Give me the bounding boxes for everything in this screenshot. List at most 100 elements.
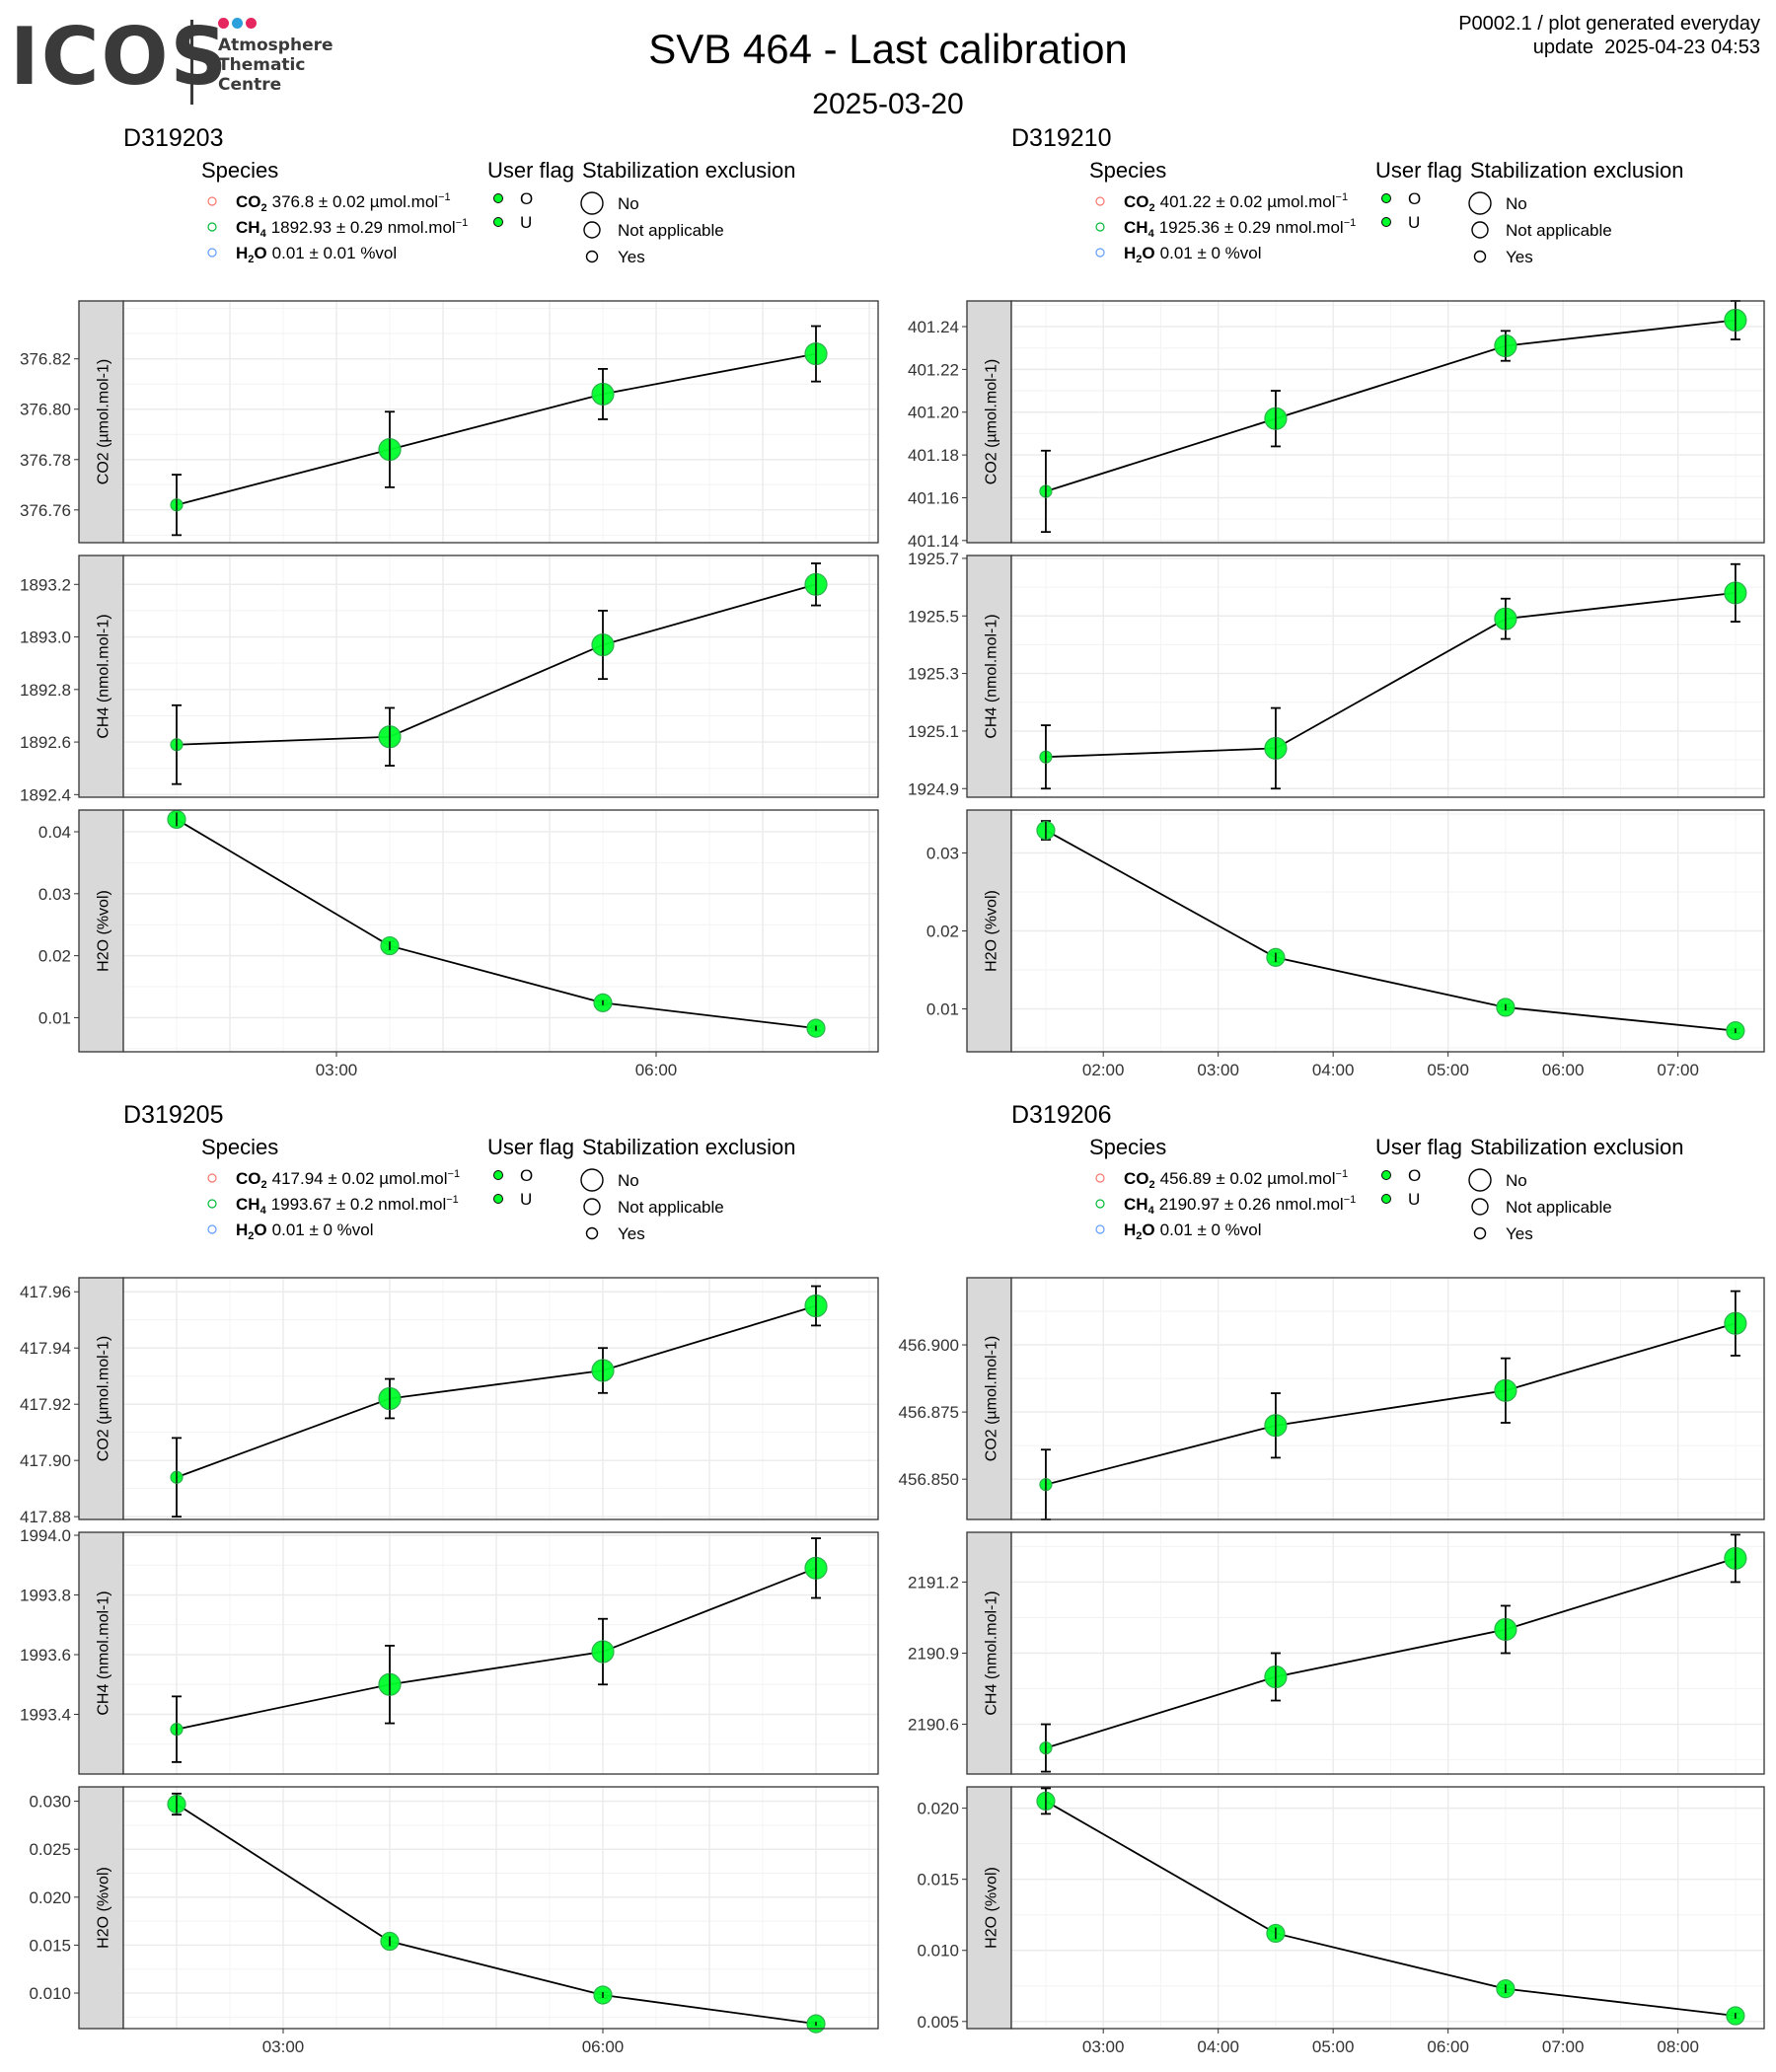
series-line	[176, 1567, 817, 1731]
legend-value: 456.89 ± 0.02 µmol.mol	[1160, 1169, 1336, 1188]
legend-species: H	[1124, 244, 1136, 262]
x-tick-label: 03:00	[316, 1061, 358, 1079]
legend-stabilization-label: No	[618, 194, 639, 213]
plot-background	[123, 555, 878, 797]
y-tick-label: 2191.2	[908, 1573, 959, 1591]
legend-key-co2-icon	[1095, 196, 1105, 206]
panel-frame	[122, 809, 879, 1053]
legend-user-flag-label: U	[1408, 213, 1420, 232]
y-axis-label: H2O (%vol)	[96, 890, 112, 972]
x-tick-label: 08:00	[1657, 2037, 1699, 2056]
series-line	[1045, 1557, 1737, 1749]
legend-item-ch4: CH4 2190.97 ± 0.26 nmol.mol−1	[1124, 1194, 1356, 1217]
legend-stabilization-label: Not applicable	[1506, 221, 1612, 240]
x-tick-label: 03:00	[262, 2037, 305, 2056]
x-tick-label: 07:00	[1542, 2037, 1585, 2056]
series-line	[176, 352, 817, 506]
instrument-title: D319210	[1011, 124, 1111, 152]
legend-key-h2o-icon	[1095, 248, 1105, 258]
legend-key-ch4-icon	[1095, 222, 1105, 232]
y-tick-label: 456.900	[899, 1336, 959, 1355]
legend-species-tail: O	[1142, 244, 1154, 262]
y-tick-label: 401.16	[908, 488, 959, 507]
series-line	[176, 1304, 817, 1479]
panel-ch4: CH4 (nmol.mol-1) 2190.6 2190.9 2191.2	[908, 1531, 1765, 1775]
x-tick-label: 05:00	[1312, 2037, 1355, 2056]
y-axis-label: CO2 (µmol.mol-1)	[984, 359, 1000, 484]
panel-frame	[122, 1531, 879, 1775]
plot-background	[123, 810, 878, 1052]
x-tick-label: 02:00	[1082, 1061, 1125, 1079]
legend-value-sup: −1	[438, 191, 451, 203]
panel-ch4: CH4 (nmol.mol-1) 1892.4 1892.6 1892.8 1893.0…	[20, 555, 879, 804]
y-tick-label: 0.025	[29, 1840, 71, 1859]
chart-d319203: D319203 Species User flag Stabilization exc…	[20, 124, 879, 1079]
legend-value: 417.94 ± 0.02 µmol.mol	[272, 1169, 448, 1188]
legend-species-tail: O	[1142, 1221, 1154, 1239]
y-tick-label: 1993.8	[20, 1587, 71, 1605]
meta-line: update 2025-04-23 04:53	[1532, 37, 1760, 58]
panel-frame	[122, 1277, 879, 1520]
legend-species: H	[1124, 1221, 1136, 1239]
page-header: ICOS Atmosphere Thematic Centre SVB 464 …	[0, 0, 1776, 128]
x-tick-label: 04:00	[1312, 1061, 1355, 1079]
plot-background	[123, 301, 878, 543]
series-line	[1045, 319, 1736, 492]
y-tick-label: 1925.7	[908, 550, 959, 568]
y-tick-label: 0.01	[926, 1000, 959, 1019]
legend-stabilization-label: No	[1506, 194, 1527, 213]
y-tick-label: 401.22	[908, 360, 959, 379]
legend-value: 376.8 ± 0.02 µmol.mol	[272, 192, 438, 211]
x-tick-label: 04:00	[1197, 2037, 1239, 2056]
panel-frame	[1010, 809, 1765, 1053]
icos-logo: ICOS Atmosphere Thematic Centre	[10, 12, 335, 106]
y-tick-label: 0.03	[38, 885, 71, 904]
plot-background	[123, 1787, 878, 2029]
legend-stabilization-label: Not applicable	[1506, 1198, 1612, 1217]
legend-key-h2o-icon	[207, 1224, 217, 1234]
panel-strip	[966, 1531, 1012, 1775]
y-tick-label: 1892.8	[20, 681, 71, 700]
legend-title-species: Species	[1089, 158, 1166, 183]
legend-title-stabilization: Stabilization exclusion	[1470, 158, 1683, 183]
legend-value-sup: −1	[446, 1194, 459, 1206]
y-tick-label: 1925.1	[908, 722, 959, 741]
legend-value: 0.01 ± 0 %vol	[1160, 244, 1262, 262]
y-tick-label: 0.04	[38, 823, 71, 842]
y-tick-label: 401.18	[908, 446, 959, 465]
legend-user-flag-icon	[1381, 217, 1391, 227]
legend-value: 0.01 ± 0 %vol	[1160, 1221, 1262, 1239]
legend-title-stabilization: Stabilization exclusion	[1470, 1135, 1683, 1159]
chart-d319210: D319210 Species User flag Stabilization exc…	[908, 124, 1765, 1079]
y-tick-label: 0.02	[38, 947, 71, 966]
y-tick-label: 0.01	[38, 1008, 71, 1027]
legend-stabilization-icon	[1468, 1168, 1492, 1192]
legend-user-flag-icon	[493, 193, 503, 203]
panel-strip	[966, 1786, 1012, 2030]
legend-user-flag-label: U	[520, 1190, 532, 1209]
x-tick-label: 05:00	[1427, 1061, 1469, 1079]
legend-user-flag-label: U	[520, 213, 532, 232]
legend-item-h2o: H2O 0.01 ± 0.01 %vol	[236, 244, 397, 265]
y-tick-label: 376.82	[20, 350, 71, 369]
legend-title-stabilization: Stabilization exclusion	[582, 158, 795, 183]
y-tick-label: 1925.3	[908, 665, 959, 684]
legend-key-ch4-icon	[1095, 1199, 1105, 1209]
legend-item-co2: CO2 456.89 ± 0.02 µmol.mol−1	[1124, 1168, 1348, 1191]
legend-title-species: Species	[201, 158, 278, 183]
legend-user-flag-label: O	[1408, 189, 1421, 208]
plot-background	[123, 1278, 878, 1519]
panel-strip	[78, 809, 124, 1053]
legend-stabilization-icon	[583, 221, 601, 239]
y-tick-label: 0.02	[926, 923, 959, 941]
legend-species-sub: 2	[261, 1179, 267, 1191]
y-tick-label: 417.96	[20, 1283, 71, 1301]
legend-user-flag-icon	[1381, 1170, 1391, 1180]
legend-stabilization-icon	[583, 1198, 601, 1216]
y-tick-label: 1893.0	[20, 629, 71, 647]
instrument-title: D319203	[123, 124, 223, 152]
legend-value-sup: −1	[1336, 1168, 1349, 1180]
legend-item-co2: CO2 376.8 ± 0.02 µmol.mol−1	[236, 191, 451, 214]
panel-frame	[1010, 1531, 1765, 1775]
